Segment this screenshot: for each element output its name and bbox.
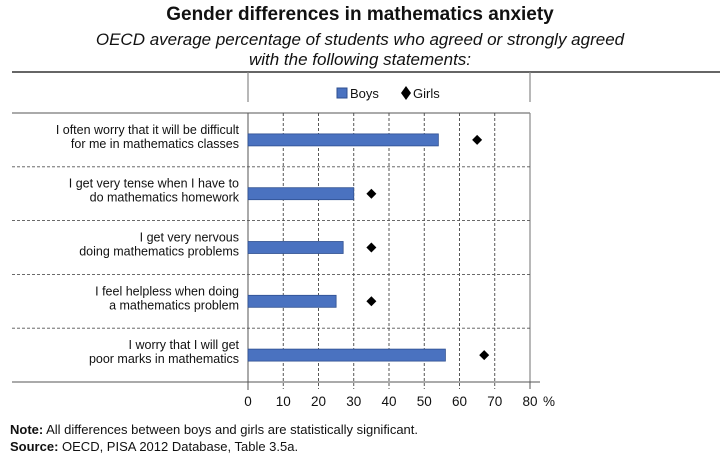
x-tick-label: 20	[311, 394, 326, 409]
category-label: I get very tense when I have to	[69, 177, 239, 191]
category-label: I worry that I will get	[129, 338, 240, 352]
x-tick-label: 60	[452, 394, 467, 409]
source-text: OECD, PISA 2012 Database, Table 3.5a.	[58, 439, 299, 454]
x-tick-label: 10	[276, 394, 291, 409]
legend-girls-label: Girls	[413, 86, 440, 101]
x-tick-label: 80	[522, 394, 537, 409]
subtitle-line-2: with the following statements:	[248, 50, 472, 69]
marker-girls	[479, 350, 490, 361]
chart-subtitle: OECD average percentage of students who …	[0, 30, 720, 70]
note-label: Note:	[10, 422, 44, 437]
notes: Note: All differences between boys and g…	[10, 421, 418, 455]
marker-girls	[366, 242, 377, 253]
x-tick-label: 40	[381, 394, 396, 409]
x-tick-label: 0	[244, 394, 252, 409]
note-text: All differences between boys and girls a…	[43, 422, 419, 437]
bar-boys	[247, 241, 344, 254]
legend-boys-swatch	[336, 87, 348, 99]
category-label: do mathematics homework	[90, 191, 240, 205]
chart-title: Gender differences in mathematics anxiet…	[166, 4, 554, 25]
bar-boys	[247, 294, 337, 308]
legend: Boys Girls	[336, 86, 440, 101]
marker-girls	[366, 296, 377, 307]
category-label: a mathematics problem	[109, 298, 239, 312]
category-label: for me in mathematics classes	[71, 137, 239, 151]
x-tick-label: 30	[346, 394, 361, 409]
bar-boys	[247, 187, 355, 201]
category-label: I often worry that it will be difficult	[56, 123, 240, 137]
source-label: Source:	[10, 439, 59, 454]
chart-area: Boys Girls I often worry that it will be…	[12, 71, 720, 409]
category-label: I get very nervous	[140, 231, 239, 245]
category-label: doing mathematics problems	[79, 245, 239, 259]
legend-boys-label: Boys	[350, 86, 379, 101]
subtitle-line-1: OECD average percentage of students who …	[95, 30, 625, 49]
category-label: I feel helpless when doing	[95, 284, 239, 298]
x-unit-label: %	[543, 394, 555, 409]
source-line: Source: OECD, PISA 2012 Database, Table …	[10, 438, 418, 455]
legend-girls-marker	[401, 86, 411, 100]
marker-girls	[472, 134, 483, 145]
category-label: poor marks in mathematics	[89, 352, 239, 366]
marker-girls	[366, 188, 377, 199]
bar-boys	[247, 348, 446, 362]
x-tick-label: 70	[487, 394, 502, 409]
bar-boys	[247, 133, 439, 147]
note-line: Note: All differences between boys and g…	[10, 421, 418, 438]
x-tick-label: 50	[417, 394, 432, 409]
